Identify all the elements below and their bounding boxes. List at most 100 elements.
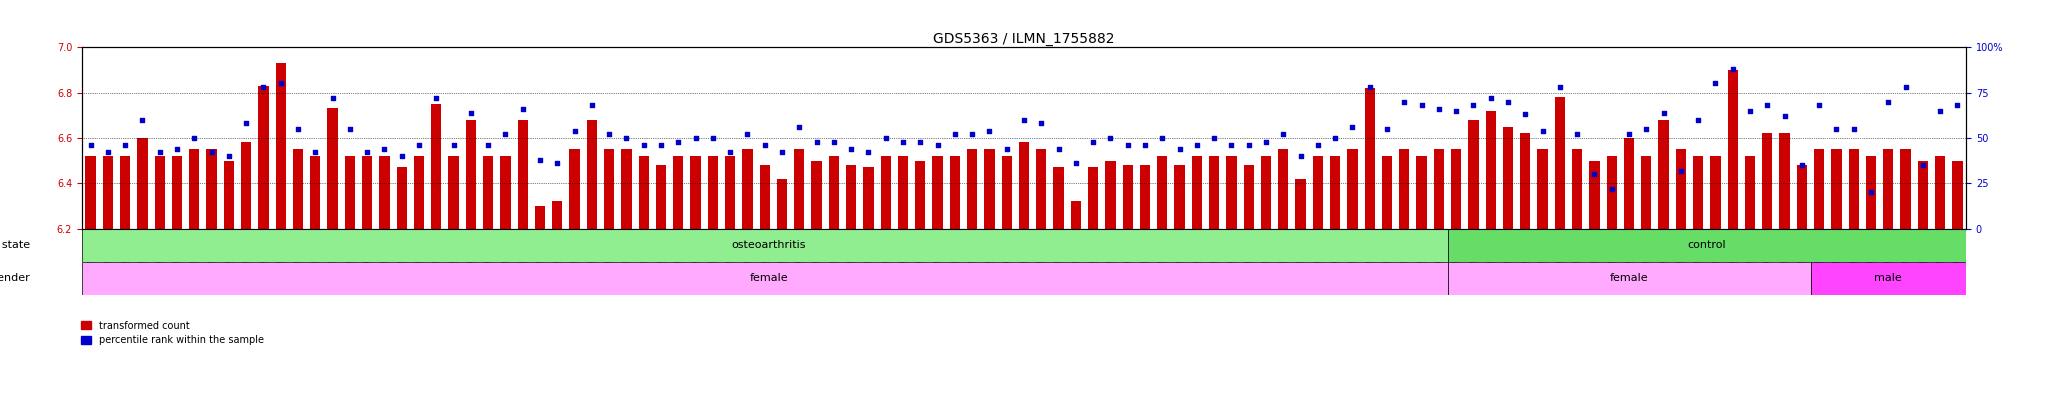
FancyBboxPatch shape	[82, 229, 1448, 262]
Point	[1647, 109, 1679, 116]
Bar	[1348, 149, 1358, 229]
Bar	[985, 149, 995, 229]
Bar	[172, 156, 182, 229]
Point	[610, 135, 643, 141]
Bar	[1520, 133, 1530, 229]
Legend: transformed count, percentile rank within the sample: transformed count, percentile rank withi…	[78, 317, 268, 349]
Bar	[309, 156, 319, 229]
Point	[1008, 117, 1040, 123]
Point	[283, 126, 315, 132]
Point	[369, 146, 401, 152]
Bar	[741, 149, 752, 229]
Bar	[1554, 97, 1565, 229]
Bar	[569, 149, 580, 229]
Bar	[1001, 156, 1012, 229]
Bar	[1640, 156, 1651, 229]
Point	[836, 146, 868, 152]
Bar	[1468, 120, 1479, 229]
Bar	[1745, 156, 1755, 229]
Point	[541, 160, 573, 167]
Point	[1491, 99, 1524, 105]
Point	[662, 138, 694, 145]
Point	[559, 128, 592, 134]
Point	[696, 135, 729, 141]
Title: GDS5363 / ILMN_1755882: GDS5363 / ILMN_1755882	[934, 32, 1114, 46]
Point	[938, 131, 971, 138]
Bar	[1382, 156, 1393, 229]
Bar	[223, 161, 233, 229]
Bar	[760, 165, 770, 229]
Bar	[655, 165, 666, 229]
Point	[524, 156, 557, 163]
Bar	[1122, 165, 1133, 229]
Bar	[1624, 138, 1634, 229]
Point	[1526, 128, 1559, 134]
Point	[178, 135, 211, 141]
Bar	[1849, 149, 1860, 229]
Text: gender: gender	[0, 273, 31, 283]
Point	[1544, 84, 1577, 90]
Bar	[1018, 143, 1030, 229]
Bar	[500, 156, 510, 229]
Bar	[1262, 156, 1272, 229]
Point	[748, 142, 780, 148]
Bar	[881, 156, 891, 229]
Bar	[242, 143, 252, 229]
Bar	[1278, 149, 1288, 229]
Point	[680, 135, 713, 141]
Bar	[1399, 149, 1409, 229]
Bar	[1694, 156, 1704, 229]
Point	[868, 135, 901, 141]
Point	[506, 106, 539, 112]
Bar	[102, 156, 113, 229]
Point	[74, 142, 106, 148]
Bar	[1503, 127, 1513, 229]
Point	[1024, 120, 1057, 127]
Point	[334, 126, 367, 132]
Point	[1319, 135, 1352, 141]
Bar	[1606, 156, 1618, 229]
Text: osteoarthritis: osteoarthritis	[731, 240, 807, 250]
Point	[1802, 102, 1835, 108]
Point	[229, 120, 262, 127]
Point	[903, 138, 936, 145]
Point	[1128, 142, 1161, 148]
Point	[575, 102, 608, 108]
Point	[1180, 142, 1212, 148]
Point	[109, 142, 141, 148]
Bar	[1780, 133, 1790, 229]
Point	[248, 84, 281, 90]
Point	[299, 149, 332, 156]
Bar	[362, 156, 373, 229]
Point	[403, 142, 436, 148]
Bar	[1106, 161, 1116, 229]
Bar	[725, 156, 735, 229]
Bar	[811, 161, 821, 229]
Point	[1681, 117, 1714, 123]
Bar	[1036, 149, 1047, 229]
Point	[1509, 111, 1542, 118]
Bar	[344, 156, 354, 229]
Point	[1595, 185, 1628, 192]
Point	[645, 142, 678, 148]
Point	[782, 124, 815, 130]
Point	[1665, 167, 1698, 174]
Point	[1284, 153, 1317, 159]
Point	[1440, 108, 1473, 114]
FancyBboxPatch shape	[1448, 229, 1966, 262]
Bar	[1917, 161, 1927, 229]
Bar	[1243, 165, 1253, 229]
Text: male: male	[1874, 273, 1903, 283]
Bar	[1364, 88, 1374, 229]
Bar	[1882, 149, 1894, 229]
Bar	[1417, 156, 1427, 229]
Point	[1370, 126, 1403, 132]
Bar	[1208, 156, 1219, 229]
Bar	[1573, 149, 1583, 229]
Bar	[846, 165, 856, 229]
Point	[1907, 162, 1939, 168]
FancyBboxPatch shape	[1448, 262, 1810, 295]
Point	[1612, 131, 1645, 138]
Point	[1423, 106, 1456, 112]
Point	[1733, 108, 1765, 114]
